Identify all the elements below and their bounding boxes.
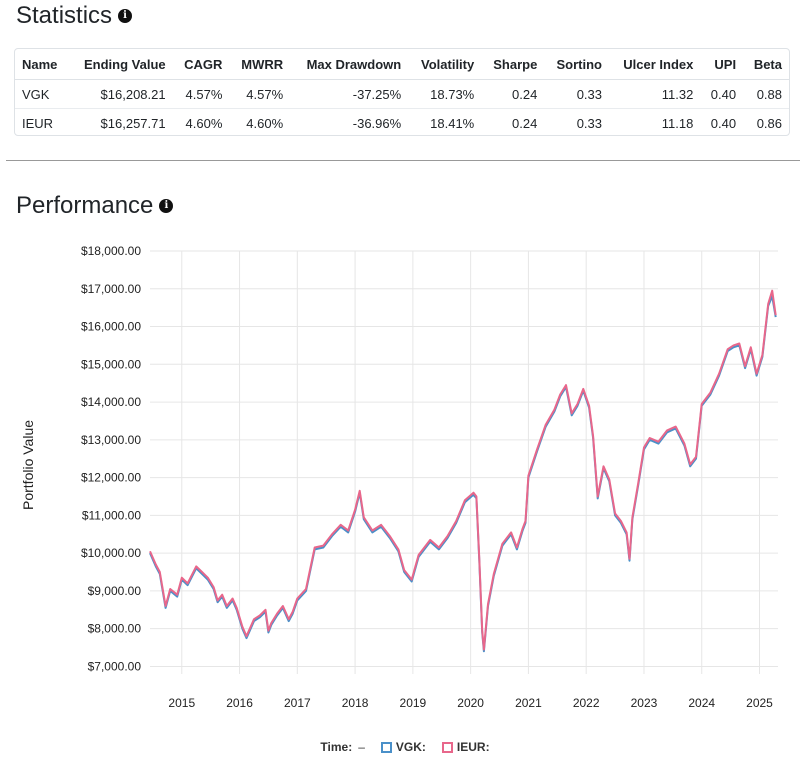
table-cell: 0.33 xyxy=(544,108,609,137)
legend-item-vgk[interactable]: VGK: xyxy=(380,740,426,754)
y-tick-label: $14,000.00 xyxy=(81,395,141,409)
x-tick-label: 2025 xyxy=(746,696,773,710)
table-cell: $16,208.21 xyxy=(100,86,166,102)
statistics-table-container: Name Ending Value CAGR MWRR Max Drawdown… xyxy=(14,48,790,137)
legend-item-ieur[interactable]: IEUR: xyxy=(441,740,490,754)
x-tick-label: 2022 xyxy=(573,696,600,710)
chart-series xyxy=(149,289,777,653)
table-row: VGK $16,208.21 4.57% 4.57% -37.25% 18.73… xyxy=(15,80,789,109)
x-axis: 2015 2016 2017 2018 2019 2020 2021 2022 2023 2024… xyxy=(168,696,773,710)
x-tick-label: 2015 xyxy=(168,696,195,710)
legend-label-vgk: VGK: xyxy=(395,740,426,754)
y-axis-label: Portfolio Value xyxy=(20,420,36,510)
legend-swatch-vgk xyxy=(380,741,392,753)
table-cell: 0.86 xyxy=(743,108,789,137)
table-cell: 4.60% xyxy=(229,108,291,137)
x-tick-label: 2017 xyxy=(284,696,311,710)
chart-grid xyxy=(150,250,778,674)
column-header-sortino[interactable]: Sortino xyxy=(544,49,609,80)
legend-time-value: – xyxy=(358,740,365,754)
table-cell: 0.88 xyxy=(756,86,782,102)
y-tick-label: $13,000.00 xyxy=(81,433,141,447)
legend-label-ieur: IEUR: xyxy=(456,740,490,754)
column-header-cagr[interactable]: CAGR xyxy=(172,49,230,80)
x-tick-label: 2020 xyxy=(457,696,484,710)
column-header-sharpe[interactable]: Sharpe xyxy=(481,49,545,80)
table-cell: 11.18 xyxy=(609,108,701,137)
series-line-ieur xyxy=(149,289,777,651)
table-header-row: Name Ending Value CAGR MWRR Max Drawdown… xyxy=(15,49,789,80)
section-divider xyxy=(6,160,800,161)
statistics-table: Name Ending Value CAGR MWRR Max Drawdown… xyxy=(15,49,789,137)
column-header-name[interactable]: Name xyxy=(15,49,69,80)
legend-time-label: Time: xyxy=(320,740,353,754)
y-axis: $7,000.00 $8,000.00 $9,000.00 $10,000.00 $11… xyxy=(81,244,141,673)
table-cell: 0.24 xyxy=(512,86,538,102)
x-tick-label: 2016 xyxy=(226,696,253,710)
chart-legend: Time: – VGK: IEUR: xyxy=(0,738,810,756)
column-header-volatility[interactable]: Volatility xyxy=(408,49,482,80)
table-row: IEUR $16,257.71 4.60% 4.60% -36.96% 18.4… xyxy=(15,108,789,137)
table-cell: 0.40 xyxy=(700,108,744,137)
statistics-title: Statistics i xyxy=(16,2,133,30)
performance-title-text: Performance xyxy=(16,192,154,219)
y-tick-label: $16,000.00 xyxy=(81,320,141,334)
y-tick-label: $9,000.00 xyxy=(88,584,142,598)
table-cell: -36.96% xyxy=(290,108,409,137)
y-tick-label: $18,000.00 xyxy=(81,244,141,258)
column-header-mwrr[interactable]: MWRR xyxy=(229,49,291,80)
table-cell: IEUR xyxy=(15,108,69,137)
y-tick-label: $10,000.00 xyxy=(81,546,141,560)
legend-time: Time: – xyxy=(320,740,364,754)
table-cell: 18.41% xyxy=(408,108,482,137)
column-header-ulcer-index[interactable]: Ulcer Index xyxy=(609,49,701,80)
performance-title: Performance i xyxy=(16,192,174,220)
y-tick-label: $15,000.00 xyxy=(81,357,141,371)
table-cell: $16,257.71 xyxy=(68,108,173,137)
table-cell: 11.32 xyxy=(661,86,694,102)
table-cell: 18.73% xyxy=(430,86,475,102)
table-cell: VGK xyxy=(22,86,50,102)
info-icon[interactable]: i xyxy=(159,199,174,213)
info-icon[interactable]: i xyxy=(118,9,133,23)
legend-swatch-ieur xyxy=(441,741,453,753)
y-tick-label: $12,000.00 xyxy=(81,471,141,485)
table-cell: 4.60% xyxy=(172,108,230,137)
y-tick-label: $17,000.00 xyxy=(81,282,141,296)
table-cell: -37.25% xyxy=(352,86,402,102)
x-tick-label: 2024 xyxy=(688,696,715,710)
y-tick-label: $11,000.00 xyxy=(82,508,141,522)
y-tick-label: $8,000.00 xyxy=(88,622,142,636)
series-line-vgk xyxy=(149,295,777,653)
statistics-title-text: Statistics xyxy=(16,2,113,29)
x-tick-label: 2021 xyxy=(515,696,542,710)
table-cell: 4.57% xyxy=(185,86,223,102)
x-tick-label: 2023 xyxy=(631,696,658,710)
y-tick-label: $7,000.00 xyxy=(88,659,142,673)
x-tick-label: 2018 xyxy=(342,696,369,710)
column-header-max-drawdown[interactable]: Max Drawdown xyxy=(290,49,409,80)
column-header-beta[interactable]: Beta xyxy=(743,49,789,80)
table-cell: 0.24 xyxy=(481,108,545,137)
table-cell: 0.33 xyxy=(576,86,602,102)
performance-chart[interactable]: $7,000.00 $8,000.00 $9,000.00 $10,000.00 $11… xyxy=(0,230,810,730)
column-header-ending-value[interactable]: Ending Value xyxy=(68,49,173,80)
table-cell: 0.40 xyxy=(710,86,737,102)
table-cell: 4.57% xyxy=(246,86,284,102)
x-tick-label: 2019 xyxy=(400,696,427,710)
column-header-upi[interactable]: UPI xyxy=(700,49,744,80)
